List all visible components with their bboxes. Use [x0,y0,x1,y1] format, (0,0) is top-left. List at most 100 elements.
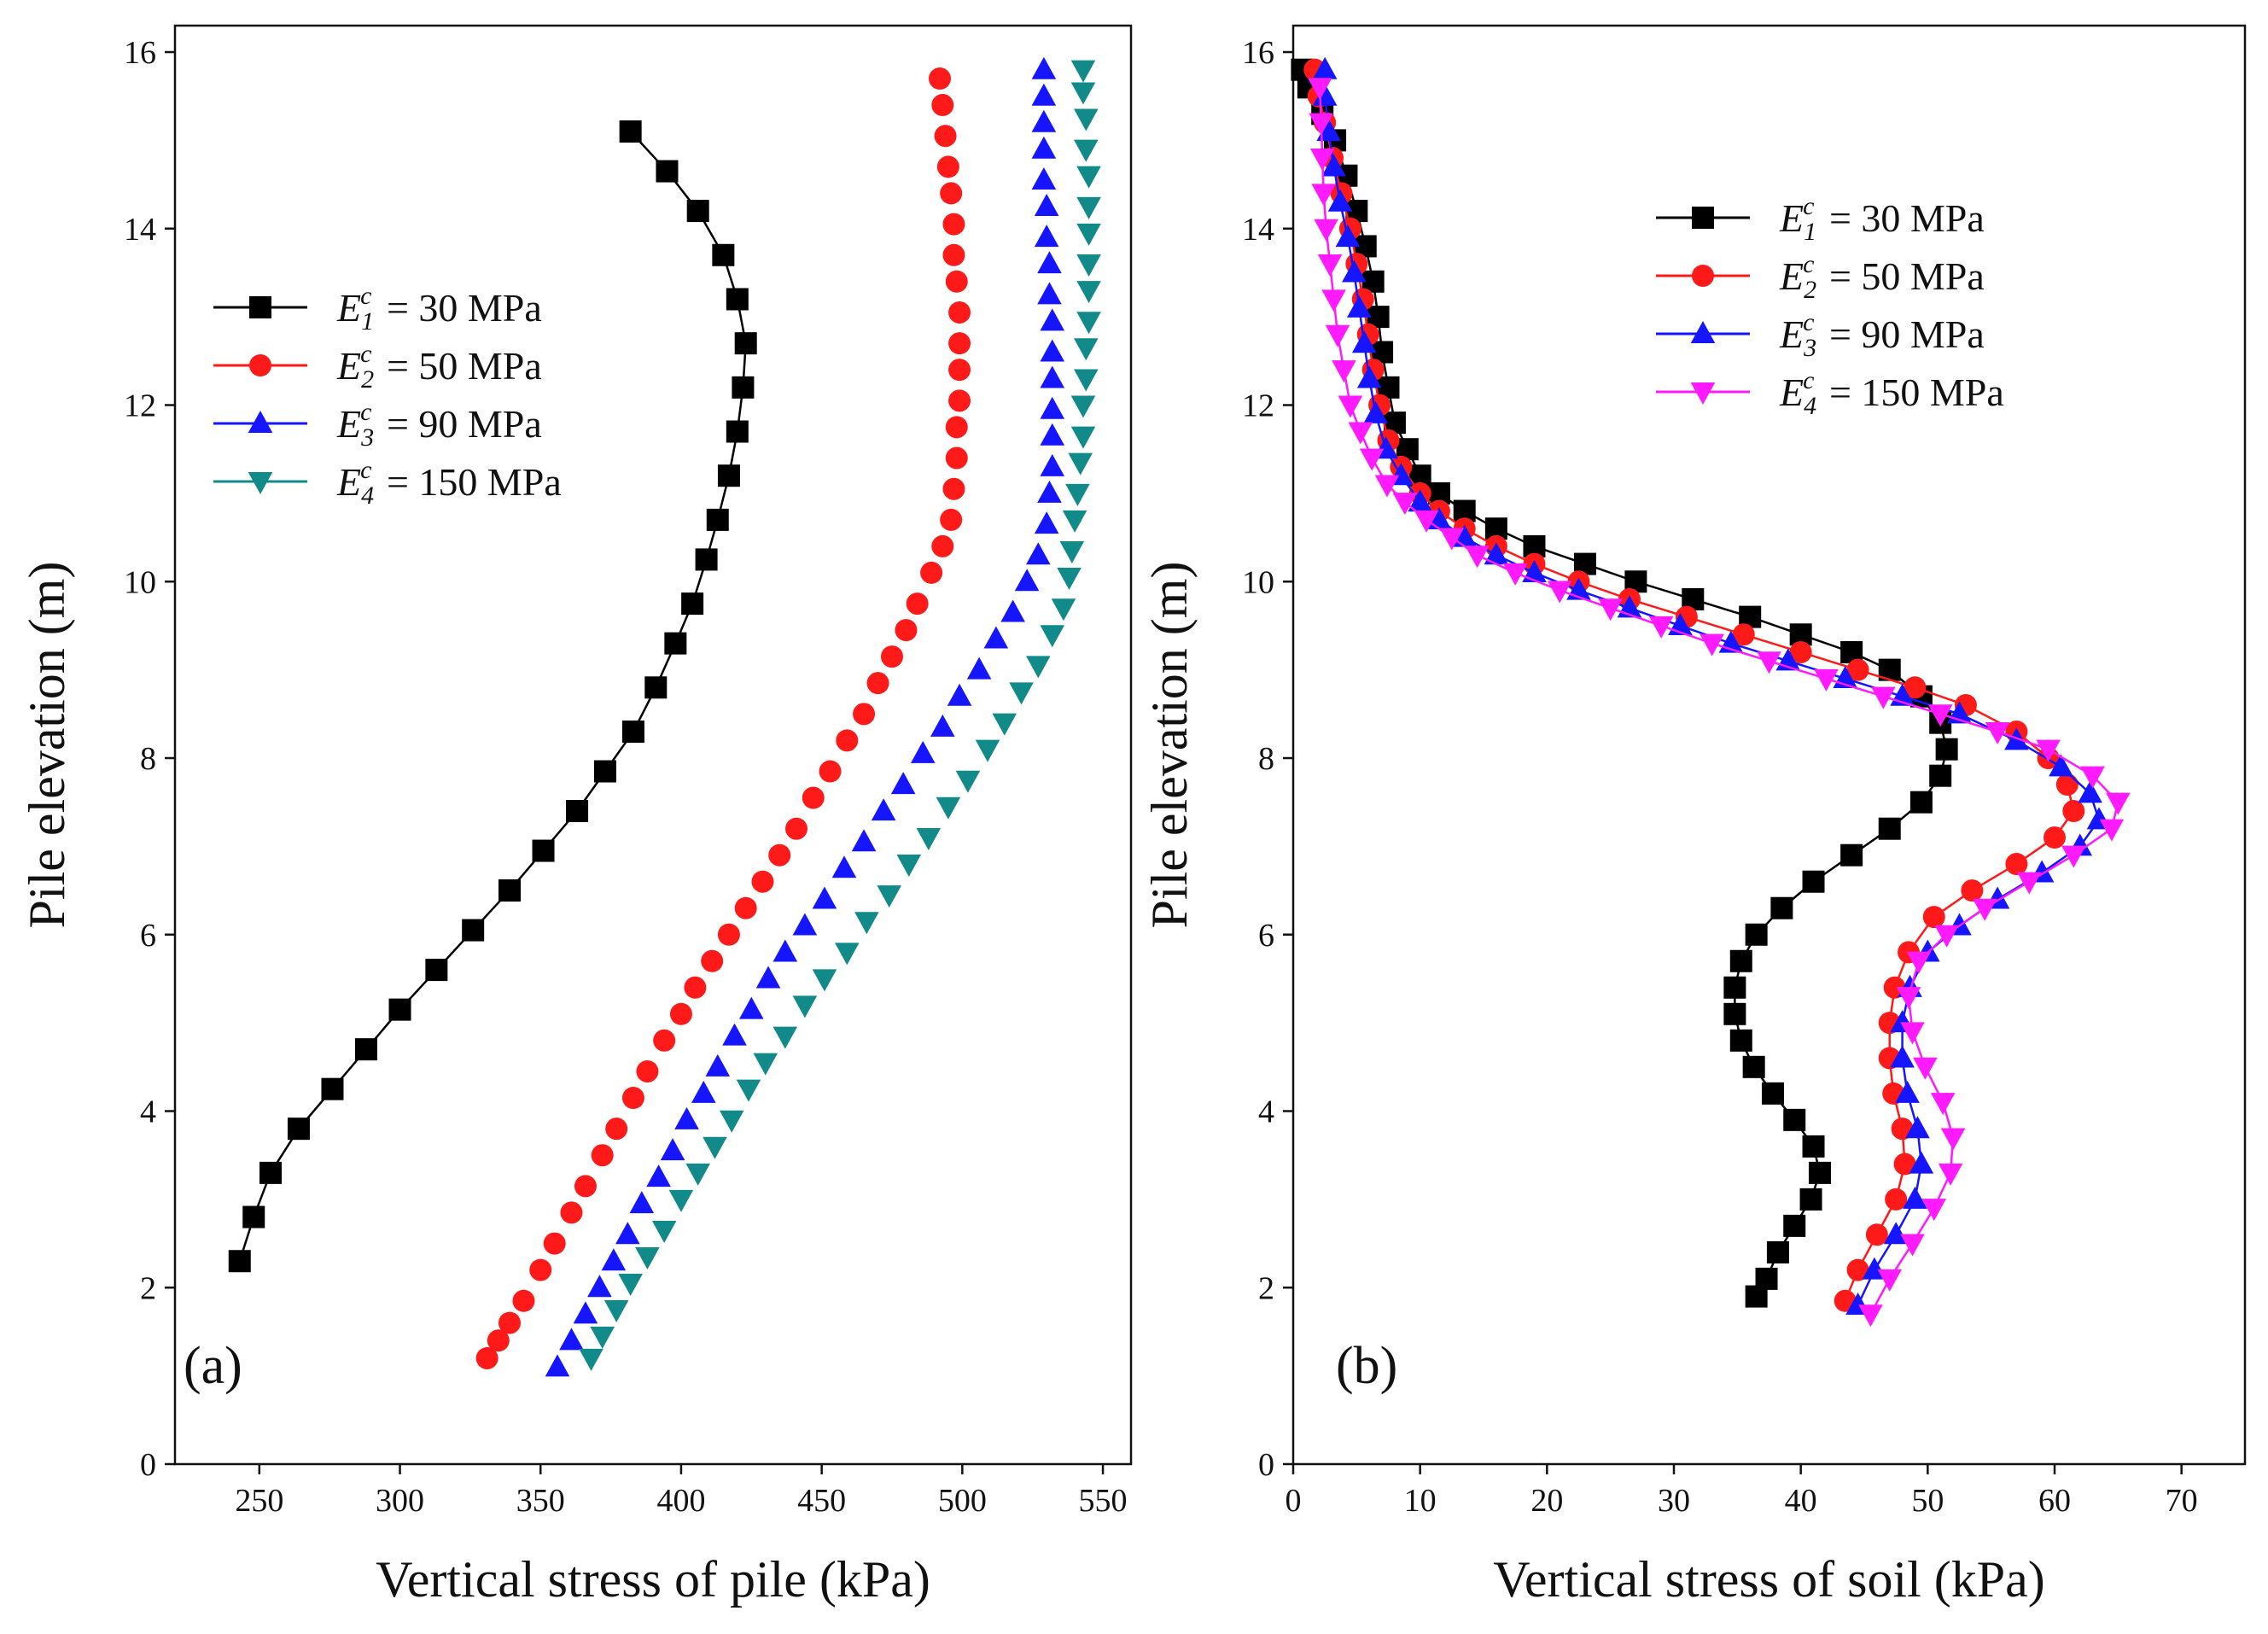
data-point [691,1080,716,1103]
data-point [910,740,936,763]
data-point [1909,1151,1934,1174]
data-point [1314,219,1338,242]
x-tick-label: 60 [2038,1483,2071,1519]
series-2 [1303,58,2085,1312]
data-point [1031,83,1057,106]
data-point [1858,1304,1883,1328]
data-point [1935,738,1958,761]
legend-label: E1c = 30 MPa [336,282,542,336]
data-point [425,959,448,982]
data-point [1846,658,1869,681]
data-point [573,1301,598,1324]
data-point [2055,773,2079,797]
data-point [1905,1116,1930,1139]
data-point [1040,625,1065,648]
data-point [948,359,971,382]
data-point [1934,925,1959,948]
data-point [1757,651,1781,674]
data-point [1846,1258,1869,1281]
data-point [619,120,642,143]
data-point [948,332,971,355]
data-point [587,1275,612,1298]
series-line [238,131,747,1262]
data-point [603,1300,629,1323]
data-point [792,913,818,936]
data-point [543,1232,566,1255]
series-3 [545,56,1065,1377]
data-point [836,729,859,752]
y-tick-label: 0 [1258,1447,1274,1483]
data-point [983,626,1009,649]
data-point [1783,1214,1806,1237]
data-point [726,420,749,443]
data-point [1321,154,1346,177]
data-point [1865,1223,1888,1246]
data-point [1732,623,1755,646]
data-point [1037,282,1062,305]
data-point [1985,721,2010,744]
data-point [1723,976,1746,999]
data-point [1906,951,1932,974]
data-point [929,67,951,90]
data-point [1068,452,1093,476]
data-point [1502,563,1528,586]
data-point [644,676,668,699]
legend-label: E2c = 50 MPa [1779,250,1985,304]
y-tick-label: 0 [140,1447,156,1483]
data-point [1359,448,1385,471]
y-tick-label: 14 [124,212,156,248]
data-point [1076,281,1101,304]
data-point [831,855,857,878]
x-axis-label: Vertical stress of pile (kPa) [376,1551,930,1608]
data-point [618,1274,643,1297]
data-point [1895,1080,1920,1103]
data-point [1598,598,1623,622]
series-4 [1307,78,2131,1328]
data-point [591,1144,614,1167]
data-point [936,797,961,820]
data-point [487,1329,510,1352]
data-point [934,125,957,148]
data-point [1890,1045,1915,1068]
legend-label: E1c = 30 MPa [1779,192,1985,246]
data-point [1783,1108,1806,1131]
legend-label: E4c = 150 MPa [1779,366,2004,420]
data-point [660,1138,685,1161]
data-point [498,879,521,902]
data-point [1037,251,1062,274]
data-point [712,243,735,266]
data-point [1076,223,1101,246]
data-point [646,1164,671,1188]
data-point [1900,1234,1925,1257]
x-tick-label: 250 [235,1483,283,1519]
y-tick-label: 10 [1242,564,1274,600]
data-point [653,1029,676,1052]
data-point [942,213,965,236]
data-point [945,270,968,293]
data-point [1761,1082,1784,1105]
data-point [1031,136,1057,159]
data-point [1040,339,1065,362]
legend-label: E3c = 90 MPa [336,398,542,452]
data-point [945,416,968,439]
series-4 [579,60,1101,1371]
data-point [1037,480,1062,503]
panel-label: (a) [184,1337,242,1395]
data-point [802,786,825,809]
x-tick-label: 300 [376,1483,424,1519]
data-point [881,645,903,668]
data-point [701,949,724,972]
data-point [1051,598,1076,622]
legend-marker [1692,207,1714,229]
data-point [1408,489,1432,512]
data-point [242,1205,265,1228]
y-tick-label: 4 [1258,1094,1274,1130]
data-point [685,1163,711,1186]
data-point [529,1258,552,1281]
data-point [1014,569,1040,592]
y-tick-label: 2 [140,1270,156,1306]
data-point [792,995,818,1018]
data-point [1903,1186,1927,1209]
data-point [2080,766,2105,789]
data-point [1076,166,1101,189]
